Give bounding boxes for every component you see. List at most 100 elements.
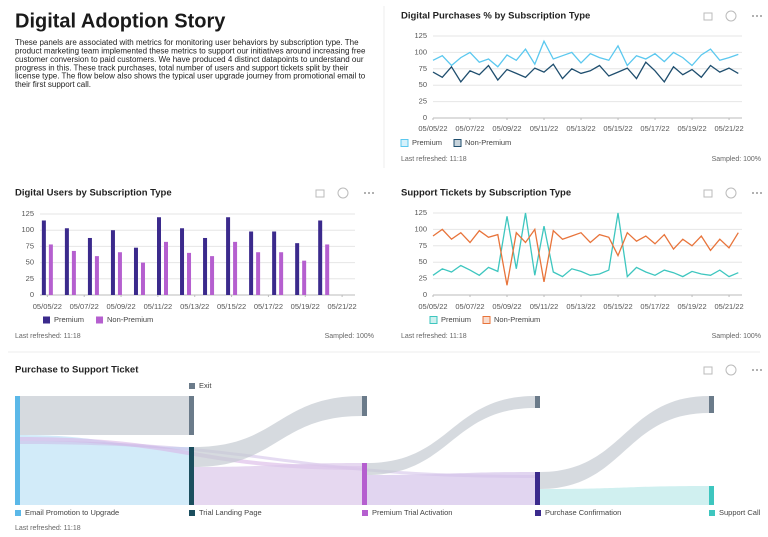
x-tick-label: 05/09/22 — [106, 302, 135, 311]
legend-label: Non-Premium — [494, 315, 540, 324]
menu-dot — [756, 15, 758, 17]
y-tick-label: 100 — [414, 224, 427, 233]
y-tick-label: 75 — [419, 241, 427, 250]
bar — [157, 217, 161, 295]
x-tick-label: 05/05/22 — [418, 124, 447, 133]
sankey-node — [189, 396, 194, 435]
y-tick-label: 0 — [423, 113, 427, 122]
description-line: product marketing team implemented these… — [15, 47, 366, 56]
series-line — [432, 61, 739, 84]
sankey-link — [194, 396, 362, 467]
share-icon — [703, 366, 713, 375]
menu-dot — [752, 192, 754, 194]
sankey-node — [362, 396, 367, 416]
sankey-node — [709, 486, 714, 505]
sankey-node — [709, 396, 714, 413]
bar — [133, 247, 138, 295]
sankey-link — [367, 472, 535, 505]
legend-swatch — [43, 316, 50, 324]
x-tick-label: 05/13/22 — [180, 302, 209, 311]
y-tick-label: 100 — [21, 225, 34, 234]
y-tick-label: 50 — [26, 258, 34, 267]
bar — [233, 241, 238, 295]
bar — [71, 250, 76, 295]
legend-label: Non-Premium — [465, 138, 511, 147]
bar — [110, 230, 115, 295]
x-tick-label: 05/21/22 — [714, 302, 743, 311]
last-refreshed: Last refreshed: 11:18 — [401, 156, 467, 163]
bar — [249, 231, 254, 295]
legend-swatch — [189, 383, 195, 389]
legend-swatch — [535, 510, 541, 516]
x-tick-label: 05/13/22 — [566, 124, 595, 133]
node-label: Support Call — [719, 508, 761, 517]
x-tick-label: 05/05/22 — [418, 302, 447, 311]
legend-swatch — [709, 510, 715, 516]
page-title: Digital Adoption Story — [15, 10, 226, 32]
y-tick-label: 50 — [419, 80, 427, 89]
sankey-link — [20, 441, 535, 478]
y-tick-label: 25 — [419, 97, 427, 106]
menu-dot — [368, 192, 370, 194]
description-line: license type. The flow below also shows … — [15, 72, 366, 81]
sankey-node — [362, 463, 367, 505]
y-tick-label: 25 — [419, 274, 427, 283]
sankey-node — [15, 396, 20, 505]
sankey-node — [535, 396, 540, 408]
bar — [203, 237, 208, 295]
x-tick-label: 05/05/22 — [33, 302, 62, 311]
bar — [117, 252, 122, 295]
x-tick-label: 05/07/22 — [70, 302, 99, 311]
y-tick-label: 125 — [414, 31, 427, 40]
menu-dot — [760, 192, 762, 194]
y-tick-label: 25 — [26, 274, 34, 283]
x-tick-label: 05/17/22 — [640, 302, 669, 311]
x-tick-label: 05/17/22 — [640, 124, 669, 133]
y-tick-label: 125 — [414, 208, 427, 217]
bar — [164, 241, 168, 295]
x-tick-label: 05/07/22 — [455, 302, 484, 311]
legend-label: Non-Premium — [107, 315, 153, 324]
sampled: Sampled: 100% — [712, 156, 761, 163]
sankey-link — [367, 396, 535, 475]
bar — [256, 252, 261, 295]
description-line: These panels are associated with metrics… — [15, 38, 359, 47]
info-icon — [725, 187, 737, 199]
bar — [48, 244, 53, 295]
bar — [180, 228, 185, 295]
x-tick-label: 05/19/22 — [677, 302, 706, 311]
bar — [279, 252, 284, 295]
menu-dot — [372, 192, 374, 194]
bar — [87, 237, 92, 295]
sankey-node — [189, 447, 194, 505]
menu-dot — [756, 192, 758, 194]
sankey-link — [194, 463, 362, 505]
legend-label: Premium — [441, 315, 471, 324]
series-line — [432, 227, 739, 286]
y-tick-label: 75 — [419, 64, 427, 73]
info-icon — [725, 364, 737, 376]
share-icon — [703, 12, 713, 21]
legend-label: Premium — [412, 138, 442, 147]
menu-dot — [760, 15, 762, 17]
chart-title: Support Tickets by Subscription Type — [401, 188, 571, 199]
sankey-link — [540, 396, 709, 489]
menu-dot — [752, 369, 754, 371]
x-tick-label: 05/19/22 — [677, 124, 706, 133]
y-tick-label: 75 — [26, 241, 34, 250]
node-label: Premium Trial Activation — [372, 508, 452, 517]
sankey-title: Purchase to Support Ticket — [15, 365, 139, 376]
description-line: their first support call. — [15, 80, 91, 89]
chart-title: Digital Users by Subscription Type — [15, 188, 172, 199]
x-tick-label: 05/11/22 — [144, 302, 173, 311]
sankey-link — [540, 486, 709, 505]
x-tick-label: 05/09/22 — [492, 124, 521, 133]
info-icon — [725, 10, 737, 22]
share-icon — [703, 189, 713, 198]
bar — [302, 260, 307, 295]
bar — [226, 217, 231, 295]
x-tick-label: 05/07/22 — [455, 124, 484, 133]
sankey-link — [20, 435, 189, 505]
y-tick-label: 0 — [423, 290, 427, 299]
